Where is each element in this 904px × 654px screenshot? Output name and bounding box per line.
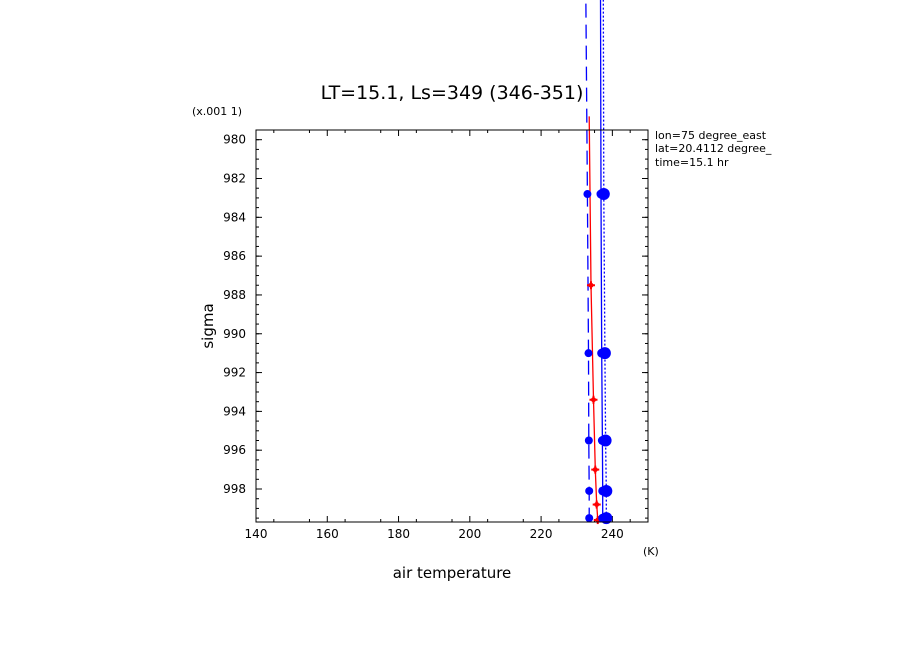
markers-layer — [583, 188, 613, 525]
y-tick-label: 998 — [223, 482, 246, 496]
data-point-s1-p1 — [583, 190, 592, 199]
data-point-s1-p4 — [585, 486, 594, 495]
plot-frame — [255, 129, 649, 523]
data-point-s0-p1 — [586, 281, 595, 290]
y-tick-label: 982 — [223, 172, 246, 186]
x-tick-label: 200 — [458, 527, 481, 541]
data-point-s3-p2 — [598, 347, 611, 360]
x-axis-label: air temperature — [393, 564, 512, 582]
y-tick-label: 988 — [223, 288, 246, 302]
y-tick-label: 994 — [223, 404, 246, 418]
x-tick-label: 160 — [316, 527, 339, 541]
y-axis-label: sigma — [199, 303, 217, 348]
data-point-s3-p4 — [600, 484, 613, 497]
y-tick-label: 996 — [223, 443, 246, 457]
chart-title: LT=15.1, Ls=349 (346-351) — [321, 82, 584, 104]
data-point-s1-p3 — [584, 436, 593, 445]
data-point-s3-p5 — [600, 512, 613, 525]
x-tick-label: 240 — [601, 527, 624, 541]
x-tick-label: 140 — [245, 527, 268, 541]
y-tick-label: 992 — [223, 366, 246, 380]
y-tick-label: 986 — [223, 249, 246, 263]
data-point-s0-p2 — [589, 395, 598, 404]
data-point-s1-p2 — [584, 349, 593, 358]
annotation-lat: lat=20.4112 degree_ — [655, 142, 772, 155]
x-units-label: (K) — [643, 545, 659, 558]
data-point-s0-p3 — [591, 465, 600, 474]
data-point-s3-p3 — [599, 434, 612, 447]
series-line-1 — [585, 0, 590, 519]
data-point-s1-p5 — [585, 514, 594, 523]
y-tick-label: 990 — [223, 327, 246, 341]
y-scale-note: (x.001 1) — [192, 105, 242, 118]
data-point-s3-p1 — [597, 188, 610, 201]
annotation-time: time=15.1 hr — [655, 156, 729, 169]
series-line-0 — [588, 116, 599, 521]
y-tick-label: 980 — [223, 133, 246, 147]
y-tick-label: 984 — [223, 210, 246, 224]
x-tick-label: 220 — [530, 527, 553, 541]
data-point-s0-p4 — [592, 500, 601, 509]
series-line-3 — [602, 0, 607, 519]
x-tick-label: 180 — [387, 527, 410, 541]
annotation-lon: lon=75 degree_east — [655, 129, 767, 142]
